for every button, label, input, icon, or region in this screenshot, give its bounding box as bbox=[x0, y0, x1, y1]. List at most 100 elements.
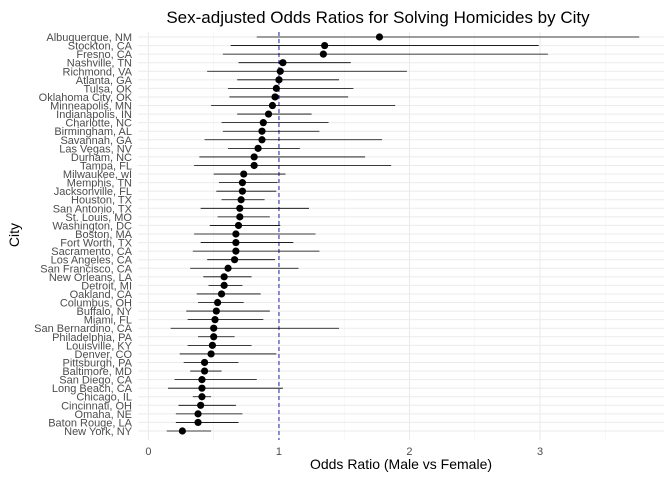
y-tick-label: Columbus, OH bbox=[60, 298, 132, 310]
data-point bbox=[212, 307, 220, 315]
y-tick-label: Richmond, VA bbox=[63, 66, 133, 78]
y-tick-label: Stockton, CA bbox=[68, 41, 133, 53]
grid-lines bbox=[138, 32, 664, 440]
plot-panel bbox=[138, 32, 664, 440]
data-point bbox=[250, 161, 258, 170]
data-point bbox=[240, 170, 248, 178]
y-tick-label: Birmingham, AL bbox=[54, 126, 132, 138]
y-tick-label: Fresno, CA bbox=[76, 49, 132, 61]
y-tick-label: New York, NY bbox=[64, 426, 133, 438]
y-tick-label: Albuquerque, NM bbox=[46, 32, 132, 44]
data-point bbox=[276, 67, 284, 75]
data-point bbox=[224, 264, 232, 272]
y-tick-label: Savannah, GA bbox=[60, 135, 132, 147]
x-tick-label: 3 bbox=[537, 446, 543, 458]
data-point bbox=[271, 93, 279, 101]
data-point bbox=[238, 179, 247, 187]
data-point bbox=[200, 358, 209, 367]
data-point bbox=[220, 281, 228, 289]
x-tick-label: 1 bbox=[276, 446, 282, 458]
data-point bbox=[319, 50, 327, 58]
y-tick-label: Las Vegas, NV bbox=[59, 143, 132, 155]
data-point bbox=[232, 230, 240, 238]
y-tick-label: Milwaukee, wI bbox=[63, 169, 132, 181]
data-point bbox=[258, 136, 266, 144]
y-tick-label: Houston, TX bbox=[71, 195, 133, 207]
y-tick-label: Nashville, TN bbox=[67, 58, 132, 70]
x-axis-title: Odds Ratio (Male vs Female) bbox=[310, 456, 492, 472]
x-tick-label: 2 bbox=[406, 446, 412, 458]
y-tick-label: San Antonio, TX bbox=[53, 203, 133, 215]
y-tick-label: Sacramento, CA bbox=[51, 246, 132, 258]
data-point bbox=[211, 316, 219, 324]
y-tick-label: Minneapolis, MN bbox=[50, 101, 132, 113]
data-point bbox=[236, 204, 244, 212]
y-tick-label: Philadelphia, PA bbox=[52, 332, 133, 344]
y-tick-label: Atlanta, GA bbox=[76, 75, 133, 87]
y-tick-label: Oklahoma City, OK bbox=[39, 92, 133, 104]
data-point bbox=[210, 333, 218, 341]
data-point bbox=[194, 410, 202, 418]
data-point bbox=[279, 59, 287, 67]
data-point bbox=[178, 427, 186, 435]
y-tick-label: Detroit, MI bbox=[81, 280, 132, 292]
data-point bbox=[214, 298, 222, 307]
y-tick-label: Oakland, CA bbox=[70, 289, 133, 301]
y-tick-label: Charlotte, NC bbox=[65, 118, 132, 130]
data-point bbox=[259, 119, 267, 127]
data-point bbox=[275, 76, 283, 84]
data-point bbox=[234, 221, 243, 230]
data-point bbox=[198, 384, 206, 392]
data-point bbox=[208, 341, 216, 349]
data-point bbox=[232, 247, 240, 255]
y-tick-label: San Francisco, CA bbox=[40, 263, 132, 275]
y-tick-label: Tulsa, OK bbox=[84, 83, 133, 95]
data-point bbox=[236, 213, 244, 221]
y-tick-label: Washington, DC bbox=[52, 220, 132, 232]
data-point bbox=[207, 350, 215, 358]
y-tick-label: San Diego, CA bbox=[59, 375, 132, 387]
y-tick-label: Baton Rouge, LA bbox=[48, 417, 132, 429]
y-tick-label: Louisville, KY bbox=[66, 340, 133, 352]
data-point bbox=[254, 144, 262, 152]
data-point bbox=[220, 273, 228, 281]
chart-title: Sex-adjusted Odds Ratios for Solving Hom… bbox=[166, 8, 590, 27]
point-estimates bbox=[178, 33, 384, 435]
data-point bbox=[210, 324, 218, 332]
y-tick-label: Los Angeles, CA bbox=[51, 255, 133, 267]
data-point bbox=[232, 238, 240, 247]
data-point bbox=[198, 376, 206, 384]
data-point bbox=[375, 33, 384, 41]
data-point bbox=[268, 101, 277, 110]
data-point bbox=[258, 127, 266, 135]
y-tick-label: Omaha, NE bbox=[75, 409, 132, 421]
y-tick-label: Long Beach, CA bbox=[52, 383, 133, 395]
data-point bbox=[198, 393, 206, 401]
x-axis-tick-labels: 0 1 2 3 bbox=[145, 446, 543, 458]
y-tick-label: Jacksonville, FL bbox=[54, 186, 132, 198]
y-tick-label: Durham, NC bbox=[71, 152, 132, 164]
data-point bbox=[272, 84, 280, 92]
data-point bbox=[217, 290, 226, 298]
data-point bbox=[321, 41, 329, 50]
y-tick-label: San Bernardino, CA bbox=[34, 323, 132, 335]
data-point bbox=[230, 256, 239, 264]
y-tick-label: Pittsburgh, PA bbox=[63, 357, 133, 369]
data-point bbox=[237, 196, 245, 204]
data-point bbox=[264, 110, 273, 118]
y-tick-label: Boston, MA bbox=[75, 229, 133, 241]
y-tick-label: Fort Worth, TX bbox=[60, 238, 132, 250]
y-tick-label: Buffalo, NY bbox=[77, 306, 133, 318]
y-axis-title: City bbox=[6, 223, 22, 247]
y-tick-label: Miami, FL bbox=[84, 315, 132, 327]
data-point bbox=[200, 367, 209, 375]
data-point bbox=[250, 153, 258, 161]
y-tick-label: Tampa, FL bbox=[80, 160, 132, 172]
y-tick-label: St. Louis, MO bbox=[65, 212, 132, 224]
y-tick-label: Indianapolis, IN bbox=[56, 109, 132, 121]
y-tick-label: Baltimore, MD bbox=[62, 366, 132, 378]
y-tick-label: Chicago, IL bbox=[76, 392, 132, 404]
y-tick-label: Denver, CO bbox=[75, 349, 133, 361]
